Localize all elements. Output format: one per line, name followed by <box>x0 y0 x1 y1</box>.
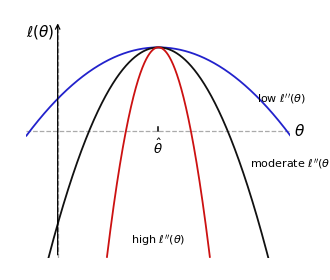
Text: $\ell(\theta)$: $\ell(\theta)$ <box>26 22 54 41</box>
Text: low $\ell''(\theta)$: low $\ell''(\theta)$ <box>257 92 307 106</box>
Text: moderate $\ell''(\theta)$: moderate $\ell''(\theta)$ <box>250 157 330 171</box>
Text: high $\ell''(\theta)$: high $\ell''(\theta)$ <box>131 233 185 248</box>
Text: $\theta$: $\theta$ <box>294 123 305 139</box>
Text: $\hat{\theta}$: $\hat{\theta}$ <box>153 138 163 157</box>
